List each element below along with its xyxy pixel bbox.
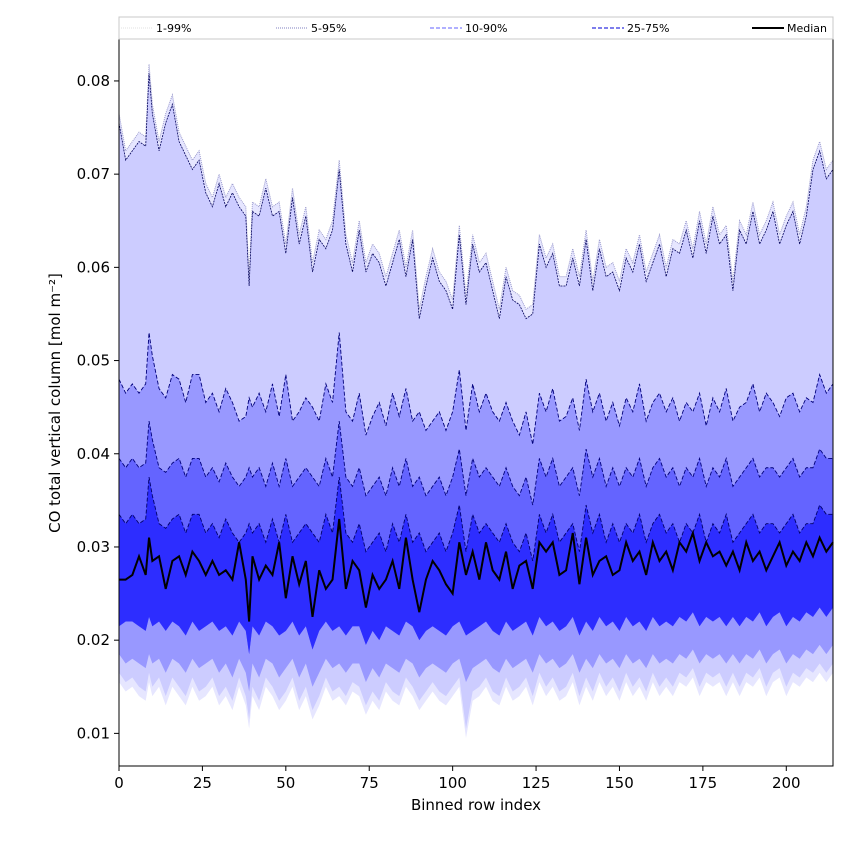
legend-label: 1-99% bbox=[156, 22, 191, 35]
x-tick-label: 75 bbox=[360, 774, 379, 792]
x-tick-label: 175 bbox=[689, 774, 718, 792]
y-axis-label: CO total vertical column [mol m⁻²] bbox=[46, 273, 64, 533]
y-tick-label: 0.02 bbox=[77, 631, 110, 649]
x-axis-label: Binned row index bbox=[411, 796, 541, 814]
x-tick-label: 125 bbox=[522, 774, 551, 792]
legend-label: Median bbox=[787, 22, 827, 35]
legend: 1-99% 5-95% 10-90% 25-75% Median bbox=[119, 17, 833, 39]
y-tick-label: 0.05 bbox=[77, 352, 110, 370]
x-tick-label: 25 bbox=[193, 774, 212, 792]
y-tick-label: 0.06 bbox=[77, 258, 110, 276]
y-tick-label: 0.04 bbox=[77, 445, 110, 463]
legend-label: 10-90% bbox=[465, 22, 507, 35]
legend-label: 25-75% bbox=[627, 22, 669, 35]
y-tick-label: 0.03 bbox=[77, 538, 110, 556]
x-tick-label: 150 bbox=[605, 774, 634, 792]
legend-label: 5-95% bbox=[311, 22, 346, 35]
x-tick-label: 100 bbox=[438, 774, 467, 792]
y-tick-label: 0.08 bbox=[77, 72, 110, 90]
x-tick-label: 200 bbox=[772, 774, 801, 792]
x-tick-label: 0 bbox=[114, 774, 124, 792]
x-tick-label: 50 bbox=[276, 774, 295, 792]
y-tick-label: 0.01 bbox=[77, 724, 110, 742]
y-tick-label: 0.07 bbox=[77, 165, 110, 183]
